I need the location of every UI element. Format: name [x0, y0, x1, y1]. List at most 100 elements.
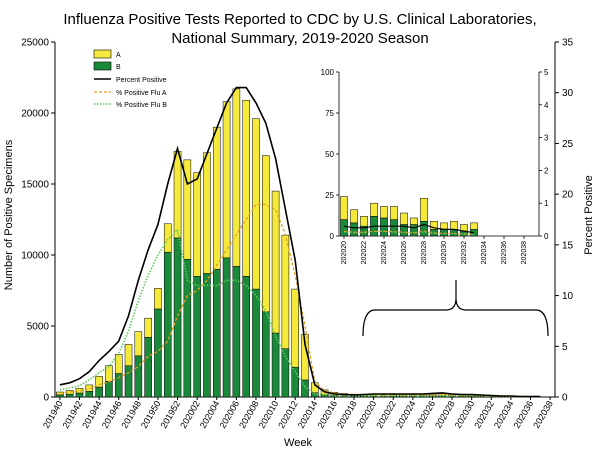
- bar-a: [124, 344, 133, 367]
- legend-label-percent-positive: Percent Positive: [116, 77, 167, 84]
- bar-b: [163, 251, 172, 398]
- inset-x-tick-label: 202022: [361, 241, 368, 264]
- bar-a: [85, 384, 94, 392]
- inset-bar-a: [350, 209, 358, 224]
- bar-a: [271, 190, 280, 334]
- inset-bar-a: [410, 217, 418, 225]
- inset-bar-b: [380, 217, 388, 237]
- inset-y-tick-label-right: 4: [544, 101, 549, 110]
- y-tick-label-left: 15000: [21, 180, 49, 191]
- bar-a: [262, 155, 270, 313]
- inset-y-tick-label-left: 75: [325, 109, 334, 118]
- y-tick-label-right: 35: [562, 38, 574, 49]
- x-tick-label: 202038: [531, 399, 555, 430]
- inset-background: [339, 72, 539, 236]
- line-pct-flu-b: [59, 227, 541, 398]
- bar-b: [193, 276, 201, 398]
- bar-b: [252, 288, 260, 398]
- inset-line-percent-positive: [343, 223, 475, 234]
- inset-x-tick-label: 202036: [501, 241, 508, 264]
- bar-a: [183, 159, 192, 260]
- line-percent-positive: [59, 86, 541, 398]
- inset-bar-a: [390, 206, 398, 220]
- y-tick-label-left: 25000: [21, 38, 49, 49]
- bar-b: [144, 337, 152, 398]
- inset-line-pct-flu-a: [343, 230, 475, 235]
- y-tick-label-right: 30: [562, 88, 574, 99]
- inset-bar-b: [440, 229, 448, 237]
- bar-a: [56, 391, 64, 396]
- y-tick-label-left: 5000: [27, 322, 50, 333]
- inset-x-tick-label: 202034: [481, 241, 488, 264]
- inset-y-tick-label-left: 0: [330, 232, 335, 241]
- inset-y-tick-label-right: 5: [544, 68, 549, 77]
- bar-a: [203, 152, 211, 274]
- inset-bar-b: [350, 222, 358, 237]
- inset-bar-a: [370, 202, 378, 217]
- inset-bar-b: [390, 219, 398, 237]
- inset-y-tick-label-left: 100: [321, 68, 335, 77]
- bar-b: [203, 273, 211, 398]
- inset-x-tick-label: 202024: [381, 241, 388, 264]
- bar-a: [222, 101, 231, 259]
- bar-b: [56, 394, 64, 398]
- inset-bar-a: [470, 222, 478, 230]
- bar-b: [222, 257, 231, 398]
- inset-y-tick-label-right: 0: [544, 232, 549, 241]
- bar-b: [75, 392, 84, 398]
- chart-title-line2: National Summary, 2019-2020 Season: [171, 30, 428, 47]
- y-axis-label-left: Number of Positive Specimens: [3, 139, 15, 290]
- bar-b: [320, 394, 329, 398]
- y-tick-label-left: 10000: [21, 251, 49, 262]
- legend: A B Percent Positive % Positive Flu A % …: [93, 49, 167, 109]
- inset-y-tick-label-right: 1: [544, 199, 549, 208]
- inset-bar-b: [420, 220, 428, 237]
- inset-chart: 0 25 50 75 100 0 1 2 3 4 5 202020 202022 202024 202026…: [321, 68, 549, 264]
- y-tick-label-right: 20: [562, 190, 574, 201]
- inset-bar-a: [380, 206, 388, 219]
- main-lines: [59, 86, 541, 398]
- bar-a: [212, 126, 221, 270]
- bar-a: [114, 354, 123, 374]
- bar-a: [95, 376, 103, 388]
- y-tick-label-left: 20000: [21, 109, 49, 120]
- inset-bar-a: [360, 216, 368, 227]
- x-axis-label: Week: [284, 437, 312, 449]
- bar-b: [105, 381, 113, 398]
- legend-swatch-b: [93, 61, 112, 71]
- inset-x-tick-label: 202026: [401, 241, 408, 264]
- inset-x-tick-label: 202032: [461, 241, 468, 264]
- bar-b: [134, 355, 143, 398]
- bar-b: [262, 311, 270, 398]
- legend-label-flu-b: % Positive Flu B: [116, 102, 167, 109]
- bar-a: [144, 317, 152, 338]
- y-tick-label-left: 0: [43, 393, 49, 404]
- bar-b: [65, 393, 74, 398]
- bar-a: [134, 331, 143, 357]
- y-tick-label-right: 25: [562, 139, 574, 150]
- inset-bar-a: [430, 220, 438, 230]
- legend-swatch-a: [93, 49, 112, 59]
- legend-label-a: A: [116, 52, 121, 59]
- bar-a: [154, 288, 162, 310]
- inset-y-tick-label-left: 25: [325, 191, 334, 200]
- inset-x-tick-label: 202038: [521, 241, 528, 264]
- bar-a: [163, 223, 172, 253]
- inset-y-tick-label-left: 50: [325, 150, 334, 159]
- bar-a: [173, 151, 182, 239]
- bar-b: [242, 276, 250, 398]
- inset-bar-b: [340, 219, 348, 237]
- inset-bar-a: [400, 212, 408, 225]
- zoom-bracket: [362, 280, 549, 337]
- inset-bar-a: [450, 220, 458, 230]
- bar-a: [193, 172, 201, 277]
- bar-b: [85, 391, 94, 398]
- y-tick-label-right: 0: [562, 393, 568, 404]
- y-tick-label-right: 15: [562, 240, 574, 251]
- inset-y-tick-label-right: 3: [544, 134, 549, 143]
- inset-bar-a: [340, 196, 348, 220]
- bar-a: [291, 288, 299, 368]
- y-tick-label-right: 10: [562, 291, 574, 302]
- bar-a: [281, 234, 290, 349]
- legend-label-b: B: [116, 64, 121, 71]
